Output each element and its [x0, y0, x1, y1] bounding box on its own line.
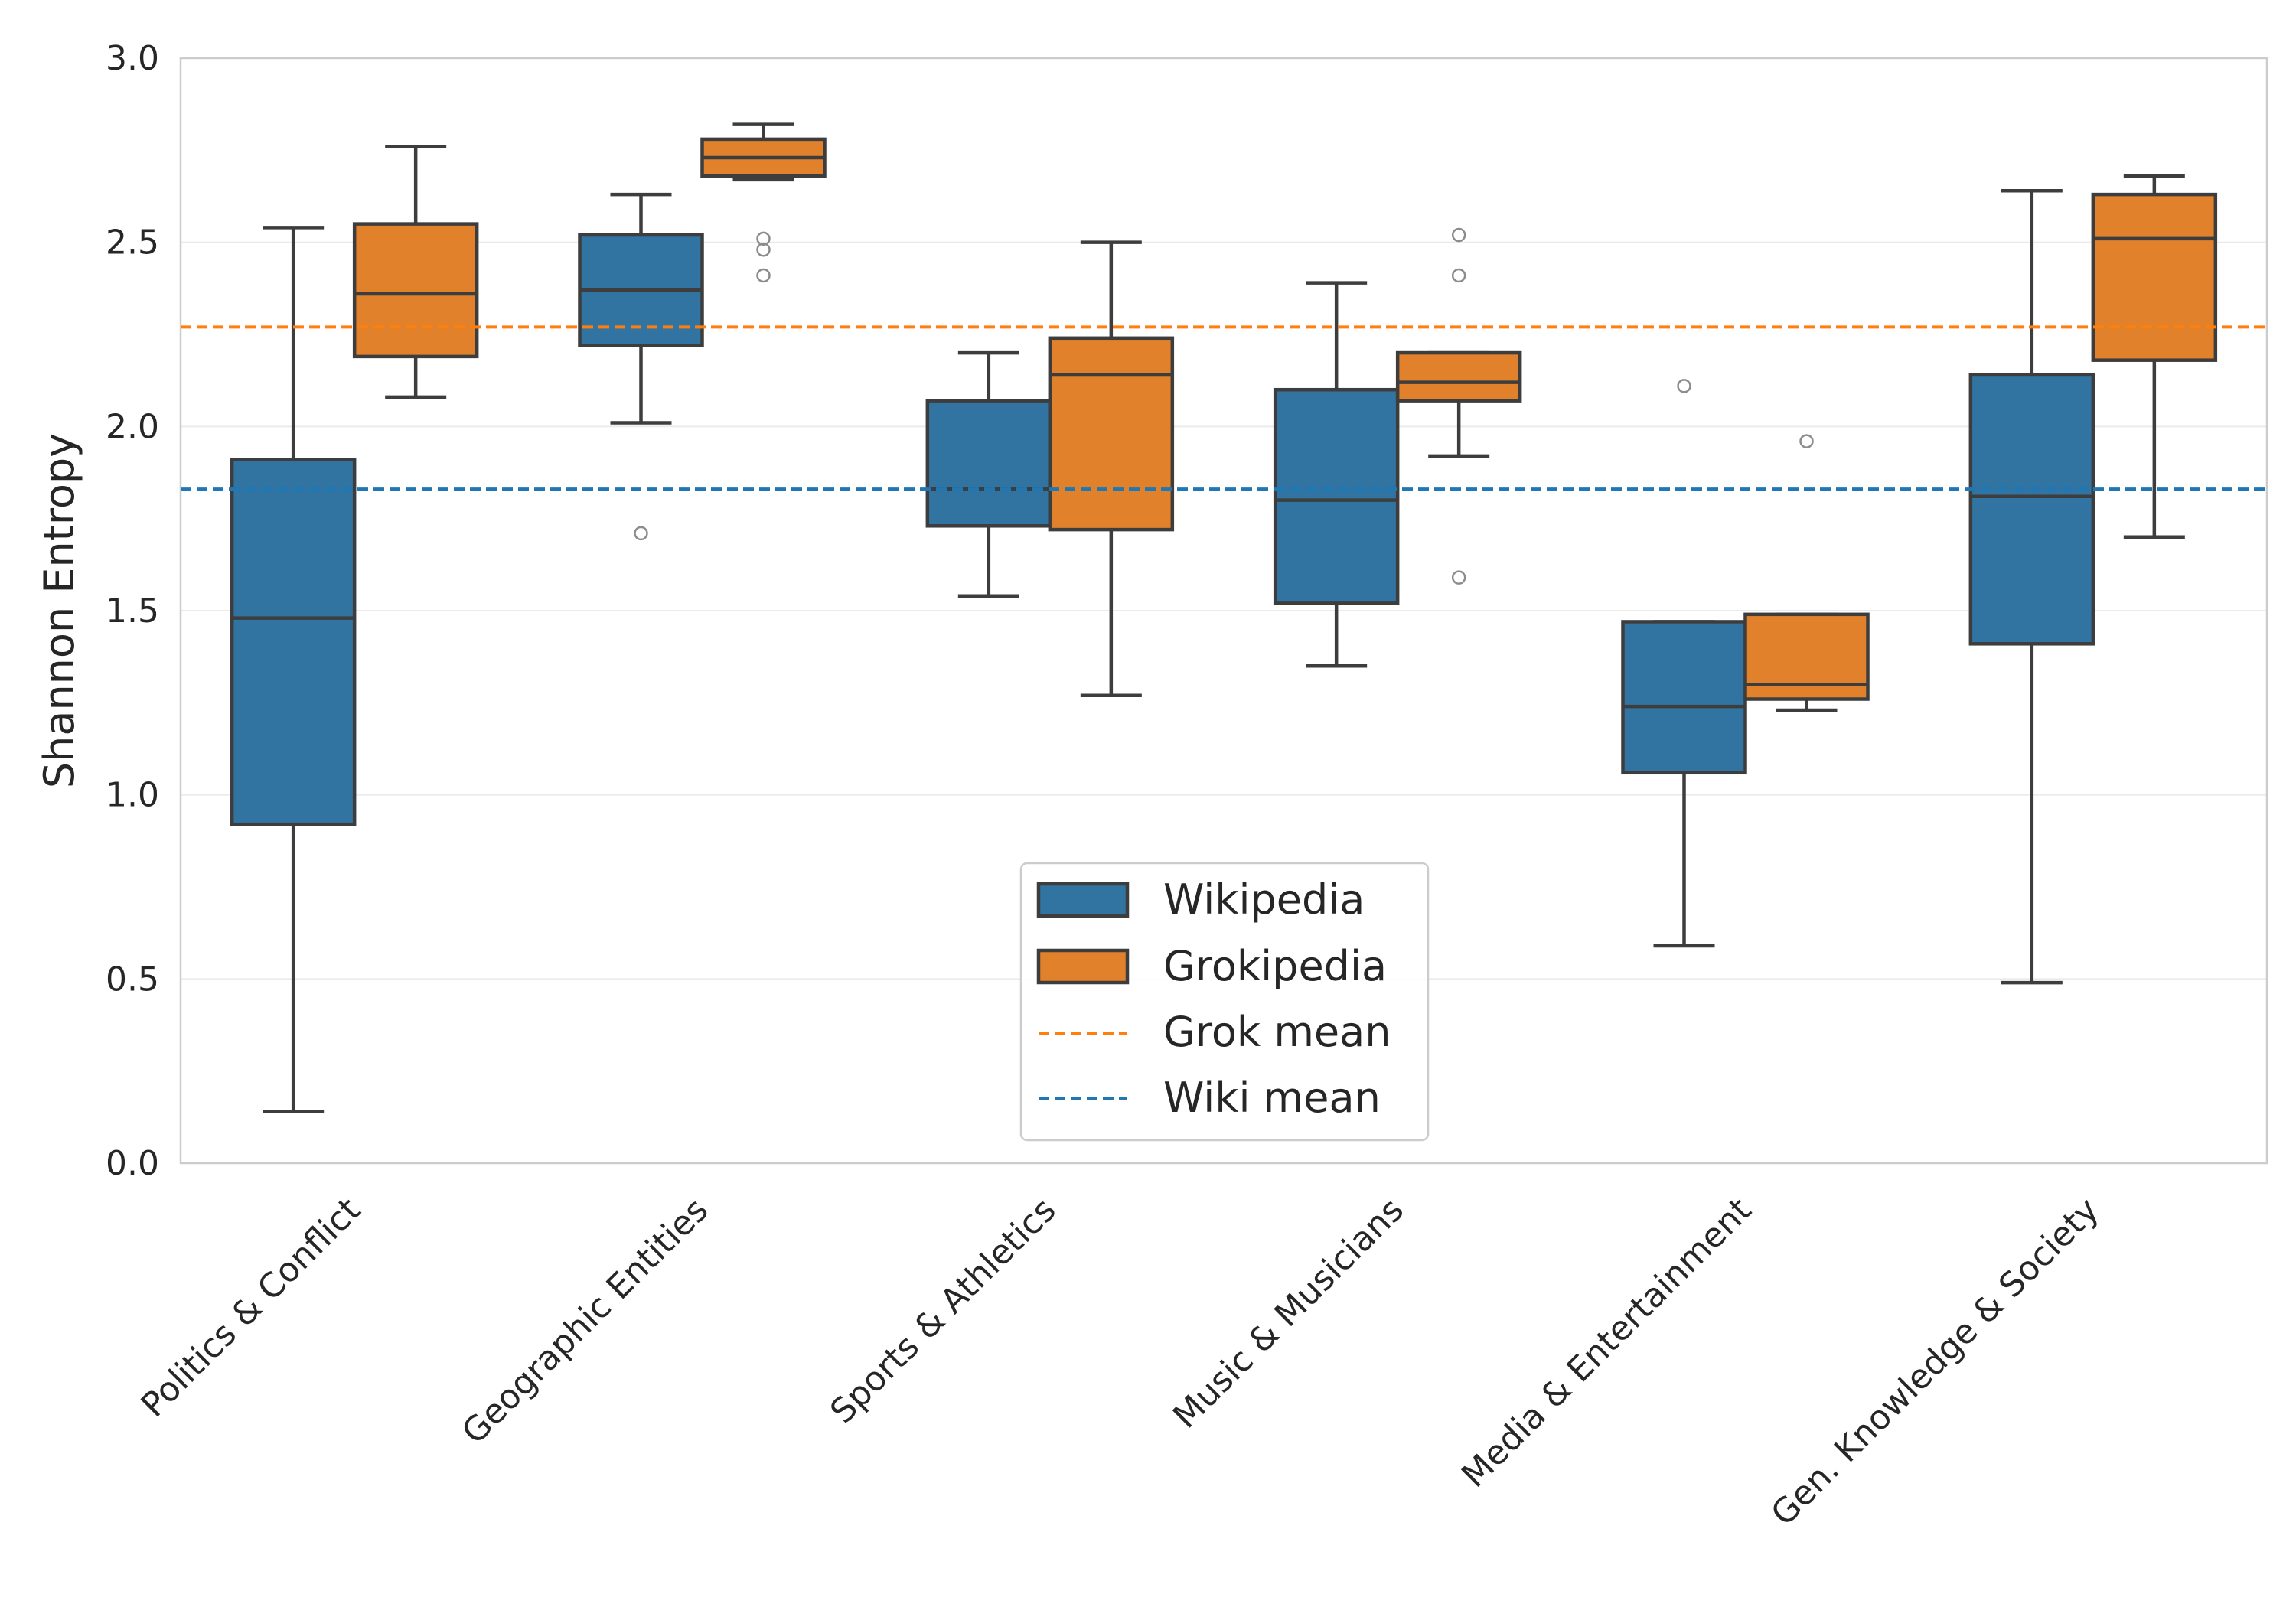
- iqr-box: [2091, 192, 2218, 362]
- outlier-point: [1799, 434, 1814, 448]
- plot-frame: [179, 57, 2268, 1165]
- legend-label-wikipedia: Wikipedia: [1163, 875, 1365, 924]
- outlier-point: [1451, 570, 1466, 585]
- box-wikipedia-0: [230, 226, 357, 1113]
- outlier-point: [1451, 227, 1466, 243]
- iqr-box: [1273, 387, 1400, 605]
- outlier-point: [1677, 379, 1691, 393]
- y-tick-label: 0.0: [106, 1144, 159, 1183]
- outlier-point: [1451, 268, 1466, 283]
- legend-swatch-wikipedia: [1036, 882, 1130, 918]
- box-grokipedia-5: [2091, 174, 2218, 539]
- iqr-box: [1395, 350, 1522, 403]
- box-grokipedia-1: [700, 122, 827, 283]
- legend-swatch-grokipedia: [1036, 948, 1130, 985]
- box-grokipedia-4: [1743, 434, 1870, 712]
- box-wikipedia-2: [925, 350, 1052, 598]
- iqr-box: [1968, 373, 2095, 646]
- box-wikipedia-4: [1621, 379, 1747, 948]
- y-axis-title: Shannon Entropy: [35, 433, 83, 788]
- y-tick-label: 1.5: [106, 592, 159, 631]
- box-grokipedia-3: [1395, 227, 1522, 585]
- y-tick-label: 2.0: [106, 407, 159, 446]
- legend-label-wiki-mean: Wiki mean: [1163, 1074, 1381, 1122]
- legend-frame: [1019, 862, 1430, 1142]
- mean-lines: [181, 325, 2267, 491]
- outlier-point: [756, 243, 771, 257]
- y-tick-label: 3.0: [106, 39, 159, 78]
- iqr-box: [230, 458, 357, 826]
- legend-label-grokipedia: Grokipedia: [1163, 942, 1387, 990]
- box-wikipedia-5: [1968, 189, 2095, 985]
- legend-label-grok-mean: Grok mean: [1163, 1008, 1391, 1056]
- box-wikipedia-3: [1273, 281, 1400, 668]
- outlier-point: [634, 526, 648, 541]
- y-tick-label: 1.0: [106, 776, 159, 815]
- iqr-box: [352, 222, 479, 359]
- y-axis-ticks: 0.0 0.5 1.0 1.5 2.0 2.5 3.0: [106, 39, 159, 1183]
- box-grokipedia-0: [352, 145, 479, 399]
- outlier-point: [756, 231, 771, 246]
- iqr-box: [925, 399, 1052, 528]
- y-tick-label: 2.5: [106, 223, 159, 262]
- outlier-point: [756, 268, 771, 283]
- iqr-box: [1743, 612, 1870, 701]
- iqr-box: [1621, 620, 1747, 775]
- legend: Wikipedia Grokipedia Grok mean Wiki mean: [1019, 862, 1430, 1142]
- box-grokipedia-2: [1048, 240, 1175, 697]
- iqr-box: [1048, 336, 1175, 532]
- gridlines: [181, 241, 2267, 980]
- y-tick-label: 0.5: [106, 960, 159, 999]
